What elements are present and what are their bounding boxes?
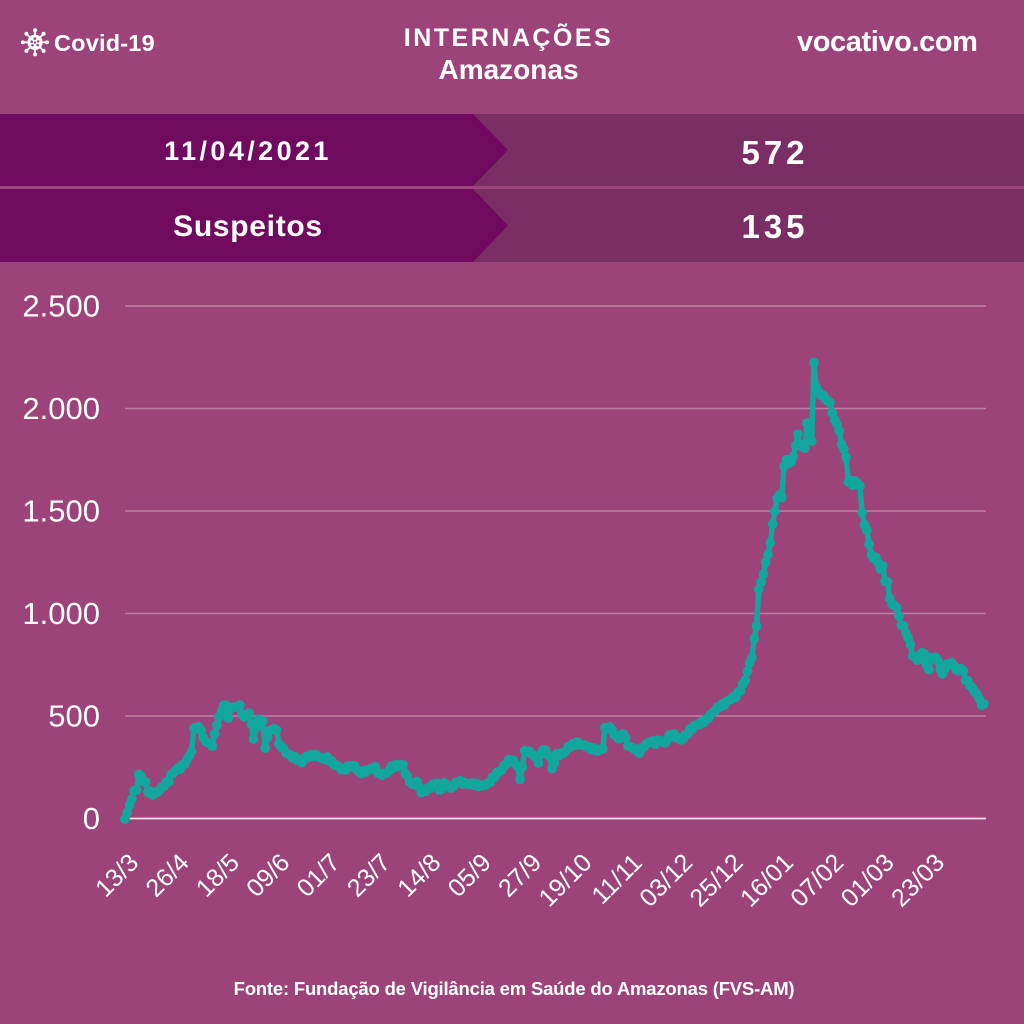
svg-text:500: 500	[48, 699, 100, 734]
svg-text:01/03: 01/03	[836, 848, 900, 912]
svg-text:03/12: 03/12	[634, 848, 698, 912]
svg-text:0: 0	[83, 801, 100, 836]
svg-text:16/01: 16/01	[735, 848, 799, 912]
svg-text:11/11: 11/11	[586, 848, 647, 909]
svg-text:1.500: 1.500	[22, 494, 100, 529]
svg-text:18/5: 18/5	[191, 848, 245, 902]
svg-text:23/03: 23/03	[886, 848, 950, 912]
svg-text:14/8: 14/8	[392, 848, 446, 902]
svg-text:07/02: 07/02	[785, 848, 849, 912]
svg-text:1.000: 1.000	[22, 596, 100, 631]
svg-text:09/6: 09/6	[241, 848, 295, 902]
svg-text:2.500: 2.500	[22, 289, 100, 324]
svg-text:23/7: 23/7	[342, 848, 396, 902]
svg-text:26/4: 26/4	[140, 848, 194, 902]
svg-text:25/12: 25/12	[685, 848, 749, 912]
svg-text:19/10: 19/10	[533, 848, 597, 912]
svg-text:05/9: 05/9	[443, 848, 497, 902]
svg-text:01/7: 01/7	[291, 848, 345, 902]
svg-text:13/3: 13/3	[90, 848, 144, 902]
svg-text:2.000: 2.000	[22, 391, 100, 426]
